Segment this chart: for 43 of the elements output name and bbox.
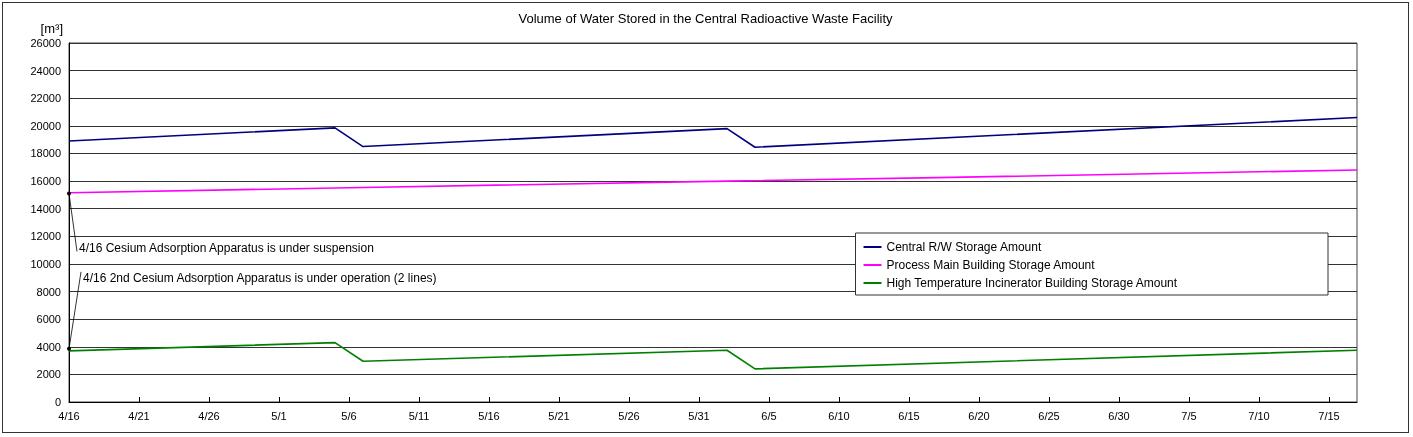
line-series (68, 341, 1358, 370)
y-tick-label: 24000 (30, 64, 61, 77)
x-tick-label: 6/25 (1038, 409, 1060, 422)
x-tick-label: 6/5 (761, 409, 777, 422)
annotation: 4/16 Cesium Adsorption Apparatus is under suspension (79, 240, 374, 255)
x-tick-label: 7/15 (1318, 409, 1340, 422)
legend-label: High Temperature Incinerator Building Storage Amount (886, 276, 1178, 290)
y-tick-label: 18000 (30, 147, 61, 160)
y-tick-label: 26000 (30, 37, 61, 49)
y-tick-label: 12000 (30, 230, 61, 243)
x-tick-label: 5/21 (548, 409, 570, 422)
y-tick-label: 16000 (30, 175, 61, 188)
y-axis-title: [m³] (40, 21, 63, 36)
x-tick-label: 4/26 (198, 409, 220, 422)
line-series (68, 169, 1358, 194)
y-tick-label: 4000 (36, 340, 61, 353)
x-tick-label: 6/20 (968, 409, 990, 422)
y-tick-label: 6000 (36, 313, 61, 326)
x-tick-label: 6/15 (898, 409, 920, 422)
x-tick-label: 5/11 (408, 409, 430, 422)
y-tick-label: 8000 (36, 285, 61, 298)
x-tick-label: 5/31 (688, 409, 710, 422)
y-tick-label: 2000 (36, 368, 61, 381)
x-tick-label: 7/5 (1181, 409, 1197, 422)
x-tick-label: 6/30 (1108, 409, 1130, 422)
legend-label: Process Main Building Storage Amount (886, 258, 1096, 272)
legend-label: Central R/W Storage Amount (886, 240, 1042, 254)
y-tick-label: 0 (54, 396, 61, 408)
x-tick-label: 6/10 (828, 409, 850, 422)
x-tick-label: 5/16 (478, 409, 500, 422)
x-tick-label: 4/16 (58, 409, 80, 422)
x-tick-label: 7/10 (1248, 409, 1270, 422)
x-tick-label: 5/6 (341, 409, 357, 422)
y-tick-label: 14000 (30, 202, 61, 215)
y-tick-label: 20000 (30, 119, 61, 132)
x-tick-label: 5/1 (271, 409, 287, 422)
annotation: 4/16 2nd Cesium Adsorption Apparatus is under operation (2 lines) (83, 270, 437, 285)
y-tick-label: 22000 (30, 92, 61, 105)
y-tick-label: 10000 (30, 257, 61, 270)
x-tick-label: 4/21 (128, 409, 150, 422)
line-series (68, 116, 1358, 149)
chart-title: Volume of Water Stored in the Central Radioactive Waste Facility (518, 11, 894, 26)
x-tick-label: 5/26 (618, 409, 640, 422)
